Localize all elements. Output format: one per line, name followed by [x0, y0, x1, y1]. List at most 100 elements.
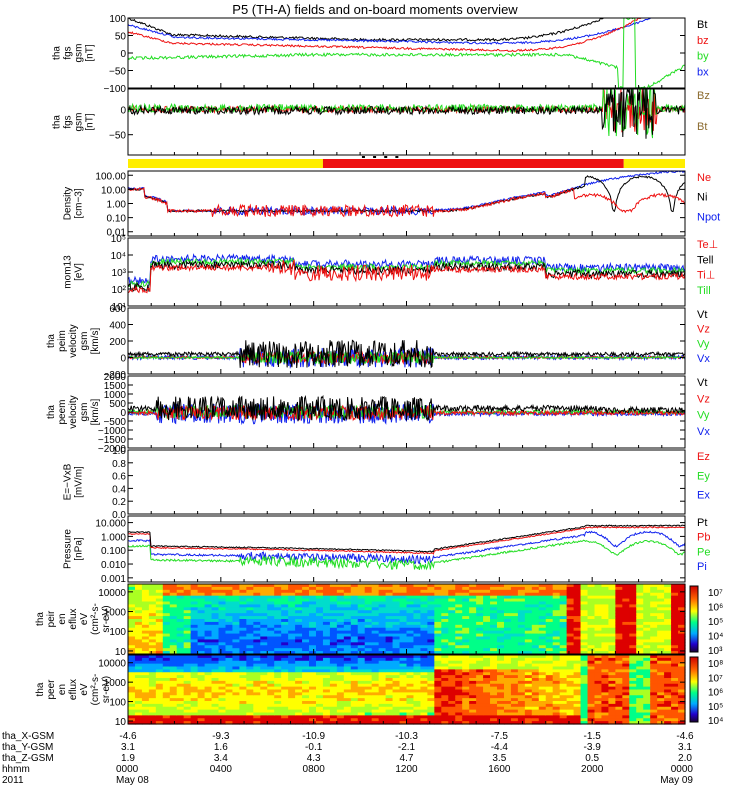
spec-cell: [281, 613, 289, 617]
spec-cell: [434, 607, 442, 611]
spec-cell: [322, 675, 331, 679]
spec-cell: [427, 648, 435, 652]
spec-cell: [490, 657, 498, 662]
spec-cell: [295, 651, 303, 655]
spec-cell: [232, 715, 240, 719]
spec-cell: [357, 607, 366, 611]
spec-cell: [162, 718, 171, 722]
legend-label: Vz: [697, 324, 710, 336]
spec-cell: [134, 721, 143, 725]
spec-cell: [357, 621, 366, 626]
spec-cell: [587, 718, 596, 722]
spec-cell: [510, 675, 519, 679]
spec-cell: [148, 718, 157, 722]
spec-cell: [650, 616, 658, 620]
spec-cell: [657, 630, 665, 635]
series-bz: [127, 17, 685, 52]
spec-cell: [141, 595, 150, 600]
spec-cell: [622, 604, 630, 608]
spec-cell: [657, 721, 665, 725]
spec-cell: [524, 589, 533, 594]
spec-cell: [629, 675, 637, 679]
spec-cell: [580, 718, 589, 722]
spec-cell: [155, 595, 164, 600]
spec-cell: [385, 607, 394, 611]
ylabel-line: gsm: [74, 44, 85, 63]
spec-cell: [357, 651, 366, 655]
spec-cell: [211, 706, 220, 711]
spec-cell: [643, 709, 651, 714]
spec-cell: [204, 648, 213, 652]
spec-cell: [615, 621, 623, 626]
spec-cell: [211, 624, 220, 629]
spec-cell: [406, 610, 415, 614]
spec-cell: [406, 601, 415, 606]
spec-cell: [253, 607, 261, 611]
spec-cell: [594, 655, 603, 659]
spec-cell: [141, 709, 150, 714]
spec-cell: [329, 703, 338, 708]
spec-cell: [462, 715, 470, 719]
spec-cell: [148, 680, 157, 685]
spec-cell: [155, 660, 164, 665]
spec-cell: [420, 718, 428, 722]
spec-cell: [155, 624, 164, 629]
spec-cell: [260, 683, 268, 688]
spec-cell: [322, 715, 331, 719]
spec-cell: [671, 698, 679, 702]
spec-cell: [559, 595, 568, 600]
spec-cell: [392, 683, 401, 688]
spec-cell: [524, 721, 533, 725]
spec-cell: [490, 651, 498, 655]
spec-cell: [469, 672, 477, 676]
spec-cell: [392, 712, 401, 716]
spec-cell: [281, 715, 289, 719]
spec-cell: [315, 721, 324, 725]
spec-cell: [253, 712, 261, 716]
spec-cell: [336, 709, 345, 714]
spec-cell: [455, 669, 463, 673]
spec-cell: [636, 718, 644, 722]
spec-cell: [448, 701, 456, 705]
spec-cell: [364, 595, 373, 600]
spec-cell: [552, 651, 561, 655]
spec-cell: [309, 689, 317, 693]
spec-cell: [322, 683, 331, 688]
spec-cell: [622, 712, 630, 716]
spec-cell: [239, 624, 247, 629]
spec-cell: [615, 695, 623, 699]
spec-cell: [531, 666, 540, 670]
spec-cell: [469, 666, 477, 670]
spec-cell: [636, 712, 644, 716]
spec-cell: [657, 678, 665, 682]
spec-cell: [573, 721, 582, 725]
spec-cell: [594, 660, 603, 665]
spec-cell: [148, 610, 157, 614]
spec-cell: [162, 680, 171, 685]
spec-cell: [176, 607, 185, 611]
spec-cell: [420, 721, 428, 725]
spec-cell: [524, 627, 533, 632]
spec-cell: [441, 598, 449, 603]
spec-cell: [392, 584, 401, 588]
spec-cell: [128, 607, 136, 611]
spec-cell: [413, 703, 422, 708]
spec-cell: [510, 689, 519, 693]
spec-cell: [615, 607, 623, 611]
spec-cell: [169, 655, 178, 659]
spec-cell: [413, 621, 422, 626]
spec-cell: [281, 621, 289, 626]
spec-cell: [490, 692, 498, 696]
spec-cell: [587, 639, 596, 643]
spec-cell: [204, 584, 213, 588]
spec-cell: [378, 627, 387, 632]
spec-cell: [399, 621, 408, 626]
spec-cell: [176, 666, 185, 670]
spec-cell: [197, 621, 206, 626]
spec-cell: [183, 604, 192, 608]
spec-cell: [204, 624, 213, 629]
spec-cell: [483, 613, 491, 617]
spec-cell: [608, 655, 616, 659]
spec-cell: [462, 698, 470, 702]
spec-cell: [329, 666, 338, 670]
